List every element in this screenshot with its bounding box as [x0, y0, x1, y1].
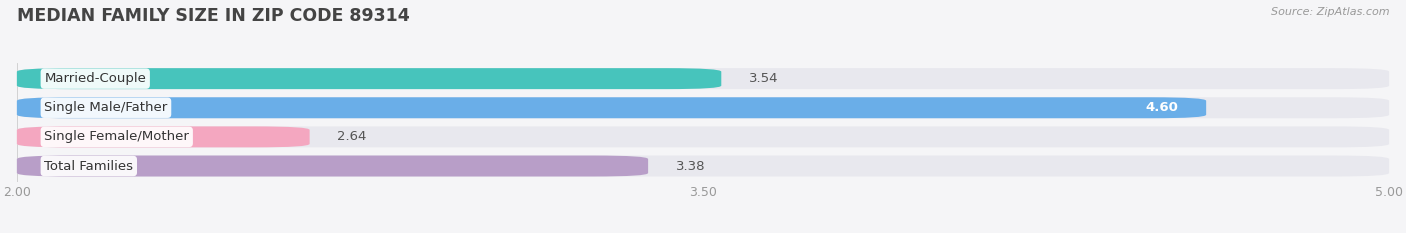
Text: Single Female/Mother: Single Female/Mother — [45, 130, 190, 143]
Text: 3.38: 3.38 — [675, 160, 704, 172]
Text: 3.54: 3.54 — [749, 72, 779, 85]
Text: Single Male/Father: Single Male/Father — [45, 101, 167, 114]
Text: 4.60: 4.60 — [1146, 101, 1178, 114]
Text: 2.64: 2.64 — [337, 130, 367, 143]
Text: Source: ZipAtlas.com: Source: ZipAtlas.com — [1271, 7, 1389, 17]
Text: MEDIAN FAMILY SIZE IN ZIP CODE 89314: MEDIAN FAMILY SIZE IN ZIP CODE 89314 — [17, 7, 409, 25]
FancyBboxPatch shape — [17, 97, 1206, 118]
FancyBboxPatch shape — [17, 156, 1389, 177]
FancyBboxPatch shape — [17, 68, 1389, 89]
FancyBboxPatch shape — [17, 97, 1389, 118]
FancyBboxPatch shape — [17, 68, 721, 89]
FancyBboxPatch shape — [17, 126, 1389, 147]
Text: Total Families: Total Families — [45, 160, 134, 172]
FancyBboxPatch shape — [17, 126, 309, 147]
Text: Married-Couple: Married-Couple — [45, 72, 146, 85]
FancyBboxPatch shape — [17, 156, 648, 177]
